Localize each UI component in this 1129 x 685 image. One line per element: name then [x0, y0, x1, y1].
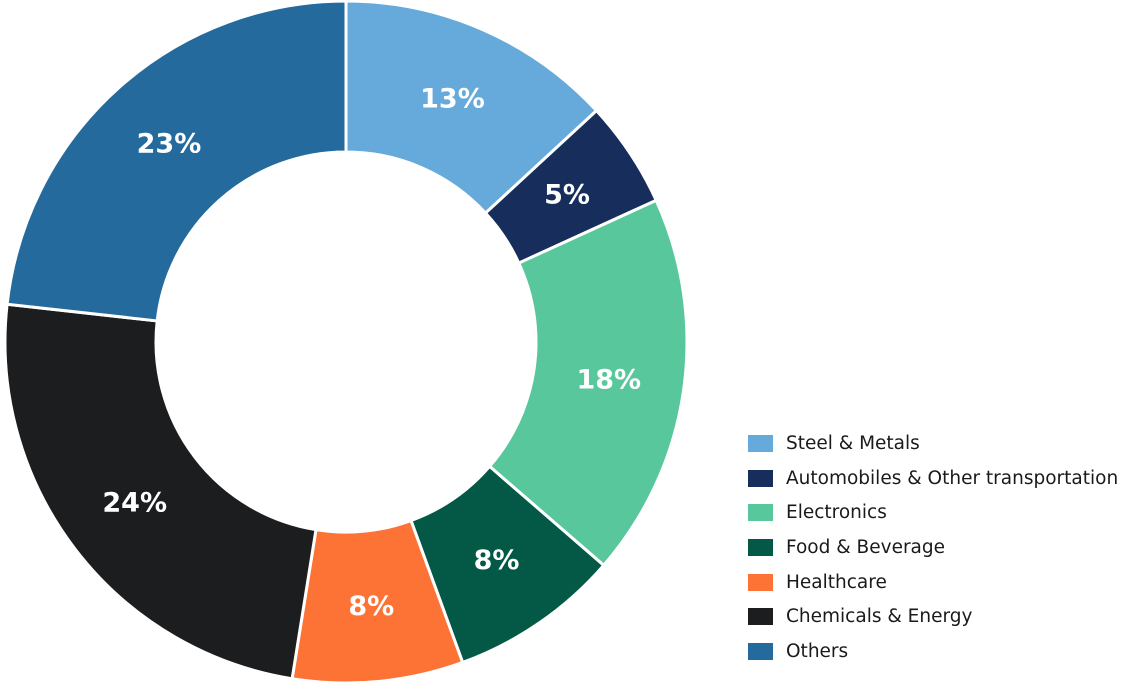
donut-slice-electronics	[488, 198, 689, 567]
legend-swatch	[748, 573, 773, 591]
legend-label: Electronics	[786, 502, 887, 524]
legend-swatch	[748, 469, 773, 487]
legend-item: Electronics	[748, 495, 1118, 530]
donut-slice-steel-and-metals	[344, 0, 598, 215]
legend-label: Chemicals & Energy	[786, 606, 973, 628]
legend-swatch	[748, 538, 773, 556]
donut-slice-chemicals-and-energy	[3, 302, 318, 681]
slice-value-label: 8%	[474, 545, 520, 576]
legend-item: Healthcare	[748, 565, 1118, 600]
legend-item: Automobiles & Other transportation	[748, 461, 1118, 496]
legend-swatch	[748, 434, 773, 452]
slice-value-label: 5%	[544, 179, 590, 210]
slice-labels: 13% 5% 18% 8% 8% 24% 23%	[102, 83, 641, 622]
legend-item: Food & Beverage	[748, 530, 1118, 565]
slice-value-label: 13%	[420, 83, 485, 114]
legend-swatch	[748, 608, 773, 626]
slice-value-label: 23%	[137, 129, 202, 160]
legend-label: Food & Beverage	[786, 536, 946, 558]
legend-item: Steel & Metals	[748, 426, 1118, 461]
legend-swatch	[748, 642, 773, 660]
legend-label: Healthcare	[786, 571, 887, 593]
chart-legend: Steel & Metals Automobiles & Other transp…	[748, 426, 1118, 669]
slice-value-label: 8%	[348, 591, 394, 622]
legend-label: Others	[786, 640, 849, 662]
slice-value-label: 24%	[102, 487, 167, 518]
legend-item: Chemicals & Energy	[748, 599, 1118, 634]
legend-label: Automobiles & Other transportation	[786, 467, 1119, 489]
legend-swatch	[748, 504, 773, 522]
slice-value-label: 18%	[576, 364, 641, 395]
donut-slice-others	[5, 0, 348, 323]
legend-item: Others	[748, 634, 1118, 669]
donut-slices	[3, 0, 689, 685]
legend-label: Steel & Metals	[786, 432, 920, 454]
